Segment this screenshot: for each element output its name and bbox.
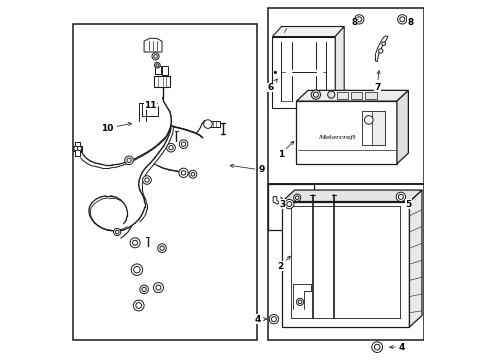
Circle shape [115, 230, 119, 234]
Text: 1: 1 [277, 141, 293, 159]
Polygon shape [155, 66, 161, 74]
Circle shape [113, 228, 121, 235]
Text: 4: 4 [254, 315, 266, 324]
Circle shape [136, 303, 142, 309]
Circle shape [298, 300, 301, 304]
Circle shape [130, 238, 140, 248]
Circle shape [132, 240, 137, 245]
Circle shape [373, 344, 379, 350]
Text: 5: 5 [405, 199, 411, 209]
Polygon shape [408, 190, 421, 327]
Circle shape [144, 178, 149, 182]
Circle shape [356, 17, 361, 22]
Circle shape [398, 194, 403, 199]
Bar [365, 92, 376, 99]
Circle shape [133, 266, 140, 273]
Polygon shape [272, 27, 344, 37]
Polygon shape [396, 90, 407, 164]
Circle shape [77, 146, 81, 150]
Circle shape [364, 116, 372, 124]
Circle shape [168, 145, 173, 150]
Circle shape [153, 283, 163, 293]
Polygon shape [296, 101, 396, 164]
Bar [336, 92, 347, 99]
Circle shape [142, 287, 146, 292]
Text: 2: 2 [277, 256, 290, 271]
Circle shape [354, 15, 363, 24]
Bar [361, 111, 384, 145]
Circle shape [133, 300, 144, 311]
Circle shape [74, 146, 78, 150]
Circle shape [154, 62, 160, 68]
Polygon shape [273, 197, 279, 204]
Circle shape [293, 194, 300, 201]
Circle shape [131, 264, 142, 275]
Circle shape [296, 298, 303, 306]
Bar [73, 24, 257, 339]
Circle shape [371, 342, 382, 352]
Circle shape [124, 156, 133, 165]
Circle shape [142, 176, 151, 184]
Circle shape [395, 192, 405, 202]
Circle shape [271, 317, 276, 321]
Text: 7: 7 [373, 71, 380, 92]
Circle shape [179, 140, 187, 148]
Circle shape [160, 246, 164, 250]
Polygon shape [144, 39, 162, 52]
Circle shape [399, 17, 404, 22]
Text: 8: 8 [406, 18, 413, 27]
Polygon shape [296, 90, 407, 101]
Circle shape [140, 285, 148, 294]
Circle shape [156, 64, 159, 67]
Circle shape [397, 15, 406, 24]
Circle shape [327, 91, 334, 98]
Text: 10: 10 [101, 122, 131, 133]
Circle shape [286, 202, 291, 207]
Text: 9: 9 [230, 164, 264, 175]
Text: Motorcraft: Motorcraft [317, 135, 355, 140]
Circle shape [181, 171, 185, 175]
Circle shape [166, 143, 175, 152]
Polygon shape [162, 66, 168, 75]
Circle shape [203, 120, 212, 129]
Circle shape [156, 285, 161, 290]
Circle shape [152, 53, 159, 60]
Polygon shape [282, 190, 421, 202]
Text: 6: 6 [267, 79, 277, 92]
Bar [350, 92, 362, 99]
Circle shape [284, 199, 293, 209]
Circle shape [378, 49, 382, 53]
Circle shape [274, 71, 276, 73]
Text: 8: 8 [350, 18, 357, 27]
Polygon shape [210, 121, 220, 127]
Circle shape [181, 142, 185, 146]
Circle shape [295, 196, 298, 199]
Polygon shape [272, 37, 335, 108]
Circle shape [126, 158, 131, 162]
Polygon shape [335, 27, 344, 108]
Text: 11: 11 [144, 101, 157, 110]
Polygon shape [282, 202, 408, 327]
Circle shape [153, 54, 157, 58]
Polygon shape [375, 36, 387, 62]
Circle shape [313, 92, 318, 97]
Circle shape [269, 315, 278, 324]
Bar [371, 111, 384, 145]
Bar [267, 8, 423, 184]
Polygon shape [154, 76, 169, 87]
Circle shape [179, 168, 188, 177]
Text: 3: 3 [279, 197, 285, 209]
Bar [267, 184, 423, 339]
Bar [267, 184, 314, 230]
Circle shape [381, 42, 385, 45]
Circle shape [158, 244, 166, 252]
Circle shape [191, 172, 194, 176]
Circle shape [310, 90, 320, 99]
Circle shape [188, 170, 196, 178]
Text: 4: 4 [389, 343, 404, 352]
